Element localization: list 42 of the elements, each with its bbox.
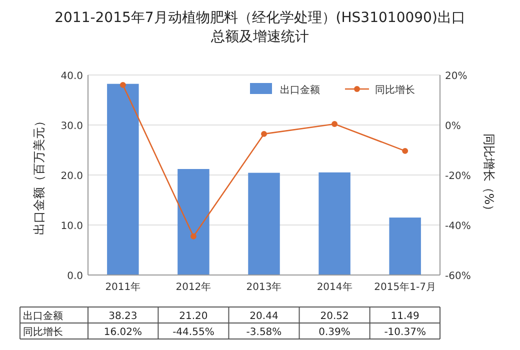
x-tick-label: 2013年 — [246, 281, 282, 293]
point — [120, 82, 126, 88]
y-tick-label: 30.0 — [60, 121, 83, 132]
point — [190, 233, 196, 240]
data-label: -3.58% — [246, 327, 282, 338]
legend-label: 出口金额 — [280, 84, 320, 96]
data-label: -44.55% — [172, 327, 214, 338]
y2-axis-title: 同比增长（%） — [482, 133, 496, 217]
bar — [178, 169, 210, 275]
point — [402, 148, 408, 154]
x-tick-label: 2014年 — [316, 281, 352, 293]
text: 同比增长 — [23, 327, 63, 338]
y-axis-title: 出口金额（百万美元） — [32, 115, 46, 235]
data-label: 21.20 — [179, 311, 208, 322]
data-label: 38.23 — [108, 311, 138, 322]
y2-tick-label: -40% — [445, 221, 471, 232]
y2-tick-label: 20% — [445, 71, 468, 82]
legend-label: 同比增长 — [375, 84, 415, 96]
y-tick-label: 0.0 — [67, 271, 83, 282]
data-label: -10.37% — [384, 327, 426, 338]
x-tick-label: 2011年 — [105, 281, 141, 293]
data-label: 11.49 — [390, 311, 420, 322]
point — [261, 130, 267, 137]
text: 出口金额 — [23, 311, 63, 322]
y2-tick-label: -60% — [445, 271, 471, 282]
bar — [318, 172, 350, 275]
y2-tick-label: 0% — [445, 121, 461, 132]
bar — [107, 84, 139, 275]
x-tick-label: 2012年 — [176, 281, 212, 293]
y-tick-label: 10.0 — [60, 221, 83, 232]
point — [332, 121, 338, 128]
bar — [248, 172, 280, 275]
data-label: 20.44 — [250, 311, 278, 322]
data-label: 16.02% — [104, 327, 142, 338]
data-label: 20.52 — [320, 311, 349, 322]
chart-title: 2011-2015年7月动植物肥料（经化学处理）(HS31010090)出口总额及增速统计 — [54, 10, 466, 45]
y2-tick-label: -20% — [445, 171, 471, 182]
y-tick-label: 40.0 — [60, 71, 83, 82]
data-label: 0.39% — [318, 327, 350, 338]
bar — [389, 218, 421, 275]
y-tick-label: 20.0 — [60, 171, 83, 182]
x-tick-label: 2015年1-7月 — [374, 281, 436, 293]
